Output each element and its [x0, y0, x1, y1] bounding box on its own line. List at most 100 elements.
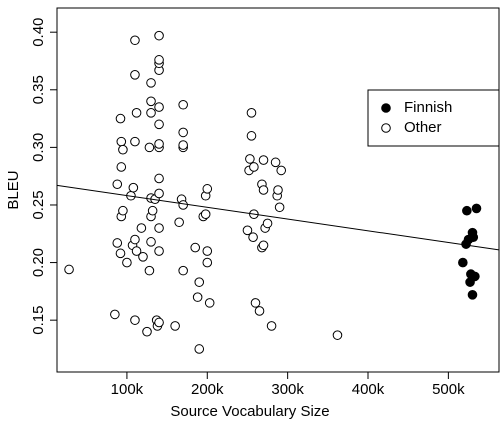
x-axis-label: Source Vocabulary Size [170, 403, 329, 420]
y-tick-label: 0.20 [30, 248, 47, 277]
point [116, 136, 127, 147]
point [146, 78, 156, 88]
point [270, 157, 281, 168]
point [248, 232, 258, 243]
x-tick-label: 400k [352, 381, 385, 398]
point [147, 205, 158, 216]
y-tick-label: 0.30 [30, 133, 47, 162]
point [266, 321, 277, 331]
point [154, 102, 164, 112]
y-tick-label: 0.25 [30, 190, 47, 219]
legend-box [367, 89, 500, 147]
x-tick-label: 100k [111, 381, 144, 398]
point [258, 185, 269, 195]
x-tick-label: 300k [271, 381, 304, 398]
point [112, 238, 123, 248]
point [116, 162, 127, 172]
point [245, 154, 255, 164]
point [144, 265, 155, 276]
point [274, 202, 285, 213]
point [178, 127, 188, 138]
point [115, 113, 126, 124]
point [170, 321, 180, 331]
point [144, 142, 155, 153]
point [276, 165, 287, 176]
point [122, 257, 132, 268]
point [467, 290, 478, 300]
point [468, 232, 479, 243]
point [146, 108, 156, 118]
point [246, 131, 257, 141]
point [118, 205, 128, 216]
point [194, 277, 205, 287]
point [200, 209, 211, 219]
x-tick-label: 200k [191, 381, 224, 398]
point [154, 223, 164, 233]
point [471, 203, 482, 214]
point [142, 326, 152, 337]
point [190, 242, 201, 253]
point [202, 184, 213, 194]
point [202, 257, 213, 268]
point [112, 179, 123, 190]
point [258, 240, 269, 251]
point [154, 55, 164, 65]
y-tick-label: 0.40 [30, 18, 47, 47]
point [204, 298, 215, 308]
plot-frame [56, 7, 500, 373]
point [154, 317, 164, 328]
point [194, 344, 205, 354]
y-axis-label: BLEU [5, 170, 22, 209]
point [174, 217, 184, 228]
point [154, 246, 164, 256]
point [458, 257, 468, 268]
point [110, 309, 120, 320]
legend-label: Other [404, 119, 442, 136]
point [130, 35, 140, 46]
point [470, 271, 480, 282]
x-tick-label: 500k [432, 381, 465, 398]
point [146, 237, 156, 247]
point [118, 144, 128, 155]
point [273, 185, 283, 195]
point [115, 248, 126, 259]
point [242, 225, 253, 236]
point [131, 246, 142, 256]
point [136, 223, 147, 233]
point [332, 330, 343, 340]
point [130, 136, 140, 147]
point [130, 234, 140, 245]
y-tick-label: 0.15 [30, 306, 47, 335]
trend-line [56, 184, 500, 251]
legend-marker [381, 123, 391, 133]
point [192, 292, 203, 302]
point [249, 162, 259, 172]
point [254, 306, 265, 316]
point [154, 173, 164, 184]
point [154, 188, 164, 199]
point [246, 108, 257, 118]
point [138, 252, 148, 262]
point [178, 265, 188, 276]
point [178, 200, 188, 210]
point [258, 155, 269, 165]
legend-label: Finnish [404, 99, 452, 116]
point [64, 264, 74, 275]
point [462, 205, 472, 216]
point [130, 315, 140, 325]
point [202, 246, 213, 256]
point [131, 108, 142, 118]
legend-marker [381, 103, 391, 113]
point [178, 140, 188, 150]
point [154, 30, 164, 41]
point [250, 298, 261, 308]
point [154, 119, 164, 130]
point [178, 99, 188, 110]
point [146, 96, 156, 107]
point [130, 70, 140, 80]
point [128, 182, 139, 193]
point [154, 139, 164, 149]
y-tick-label: 0.35 [30, 75, 47, 104]
point [262, 218, 273, 229]
